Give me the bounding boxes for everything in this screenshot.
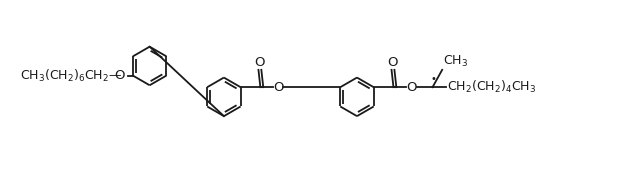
Text: O: O: [114, 69, 124, 82]
Text: CH$_2$(CH$_2$)$_4$CH$_3$: CH$_2$(CH$_2$)$_4$CH$_3$: [447, 79, 536, 95]
Text: O: O: [273, 81, 284, 94]
Text: O: O: [255, 56, 265, 69]
Text: O: O: [406, 81, 417, 94]
Text: CH$_3$(CH$_2$)$_6$CH$_2$—: CH$_3$(CH$_2$)$_6$CH$_2$—: [20, 68, 122, 84]
Text: O: O: [388, 56, 398, 69]
Text: •: •: [431, 74, 436, 84]
Text: CH$_3$: CH$_3$: [443, 54, 468, 69]
